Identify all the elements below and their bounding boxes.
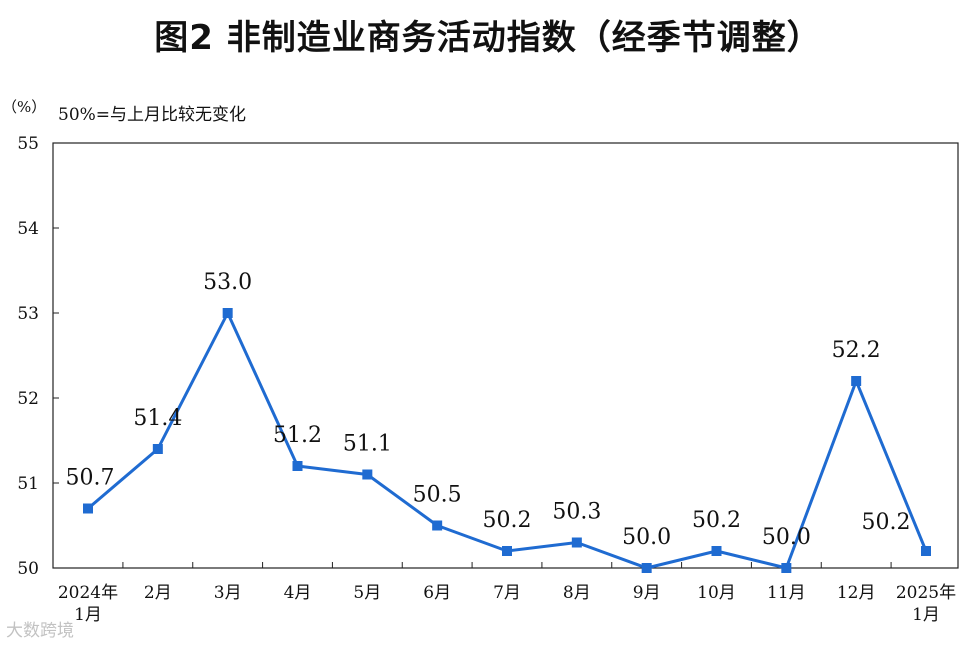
data-label: 52.2: [832, 338, 881, 363]
y-axis-unit: （%）: [2, 98, 47, 116]
y-tick-label: 54: [17, 219, 39, 239]
data-label: 50.5: [413, 483, 462, 508]
y-tick-label: 51: [17, 474, 39, 494]
chart-note: 50%=与上月比较无变化: [58, 105, 247, 125]
x-tick-label: 4月: [284, 583, 312, 603]
x-tick-label: 3月: [214, 583, 242, 603]
data-label: 50.7: [66, 466, 115, 491]
data-label: 51.4: [133, 406, 182, 431]
x-tick-label: 5月: [353, 583, 381, 603]
data-point: [502, 546, 512, 556]
x-tick-label: 8月: [563, 583, 591, 603]
data-point: [292, 461, 303, 471]
data-label: 53.0: [203, 270, 252, 295]
data-label: 50.2: [862, 510, 911, 535]
data-label: 50.2: [692, 508, 741, 533]
data-point: [222, 308, 233, 318]
data-label: 51.1: [343, 432, 392, 457]
x-tick-label: 2024年 1月: [58, 583, 118, 625]
data-label: 50.0: [762, 525, 811, 550]
data-point: [711, 546, 722, 556]
data-point: [152, 444, 163, 454]
x-tick-label: 6月: [423, 583, 451, 603]
data-point: [83, 503, 93, 514]
x-tick-label: 12月: [837, 583, 876, 603]
data-point: [641, 563, 652, 573]
data-label: 51.2: [273, 423, 322, 448]
data-point: [921, 546, 931, 556]
y-tick-label: 53: [17, 304, 39, 324]
x-tick-label: 2025年 1月: [896, 583, 956, 625]
plot-frame: [52, 142, 959, 569]
data-point: [851, 376, 862, 386]
series-markers: [83, 308, 931, 573]
x-tick-label: 11月: [767, 583, 806, 603]
data-label: 50.0: [622, 525, 671, 550]
data-point: [781, 563, 792, 573]
x-axis: 2024年 1月 2月 3月 4月 5月 6月 7月 8月 9月 10月 11月 12月 2025年 1月: [58, 562, 956, 625]
x-tick-label: 10月: [697, 583, 736, 603]
y-tick-label: 55: [17, 134, 39, 154]
watermark: 大数跨境: [6, 621, 74, 641]
y-tick-label: 50: [17, 559, 39, 579]
y-tick-label: 52: [17, 389, 39, 409]
data-label: 50.2: [483, 508, 532, 533]
data-point: [362, 469, 373, 480]
chart-title: 图2 非制造业商务活动指数（经季节调整）: [154, 18, 822, 58]
y-axis: 50 51 52 53 54 55: [17, 134, 59, 579]
data-point: [571, 537, 582, 548]
data-point: [432, 520, 443, 531]
x-tick-label: 9月: [633, 583, 661, 603]
x-tick-label: 2月: [144, 583, 172, 603]
data-label: 50.3: [552, 500, 601, 525]
data-labels: 50.7 51.4 53.0 51.2 51.1 50.5 50.2 50.3 50.0 50.2…: [66, 270, 911, 550]
x-tick-label: 7月: [493, 583, 521, 603]
